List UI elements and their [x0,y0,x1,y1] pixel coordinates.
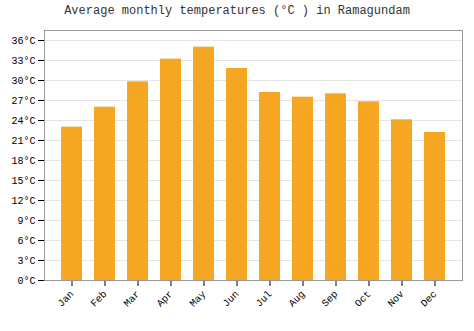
svg-text:Apr: Apr [155,289,176,310]
svg-text:0°C: 0°C [17,276,35,287]
svg-text:21°C: 21°C [11,136,35,147]
svg-text:30°C: 30°C [11,76,35,87]
svg-text:24°C: 24°C [11,116,35,127]
svg-text:Jan: Jan [56,289,77,310]
svg-text:Oct: Oct [353,289,374,310]
svg-text:12°C: 12°C [11,196,35,207]
svg-text:9°C: 9°C [17,216,35,227]
svg-text:Jul: Jul [254,289,275,310]
svg-text:36°C: 36°C [11,36,35,47]
svg-text:33°C: 33°C [11,56,35,67]
svg-text:Aug: Aug [287,289,308,310]
svg-text:Sep: Sep [320,289,341,310]
svg-text:Jun: Jun [221,289,242,310]
svg-text:Mar: Mar [122,289,143,310]
svg-text:15°C: 15°C [11,176,35,187]
svg-text:18°C: 18°C [11,156,35,167]
html-text:Average monthly temperatures (: Average monthly temperatures (°C ) in Ra… [64,4,410,18]
svg-text:May: May [188,289,209,310]
svg-text:Feb: Feb [89,289,110,310]
svg-text:6°C: 6°C [17,236,35,247]
svg-text:Nov: Nov [386,289,407,310]
svg-text:27°C: 27°C [11,96,35,107]
svg-text:3°C: 3°C [17,256,35,267]
svg-text:Dec: Dec [419,289,440,310]
